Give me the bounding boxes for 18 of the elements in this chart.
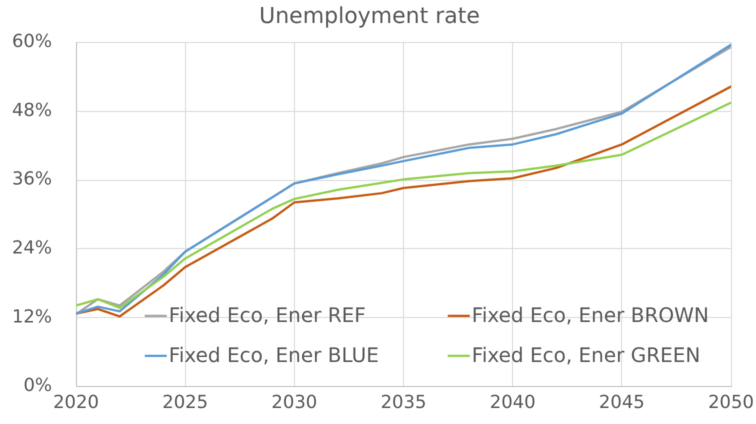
y-tick-label: 0% xyxy=(23,375,52,396)
legend-label: Fixed Eco, Ener BROWN xyxy=(472,303,709,328)
y-tick-label: 48% xyxy=(12,100,52,121)
chart-title: Unemployment rate xyxy=(259,4,480,29)
y-tick-label: 36% xyxy=(12,168,52,190)
legend-label: Fixed Eco, Ener BLUE xyxy=(168,343,379,368)
x-tick-label: 2030 xyxy=(271,392,318,413)
y-tick-label: 24% xyxy=(12,237,52,258)
x-tick-label: 2050 xyxy=(708,392,754,413)
y-tick-label: 60% xyxy=(12,31,52,52)
x-tick-label: 2040 xyxy=(490,392,536,413)
x-tick-label: 2025 xyxy=(162,392,208,413)
legend-label: Fixed Eco, Ener GREEN xyxy=(472,343,700,368)
x-tick-label: 2045 xyxy=(598,392,645,413)
legend-label: Fixed Eco, Ener REF xyxy=(168,303,366,328)
x-tick-label: 2035 xyxy=(380,392,426,413)
x-tick-label: 2020 xyxy=(53,392,99,413)
y-tick-label: 12% xyxy=(12,306,52,328)
